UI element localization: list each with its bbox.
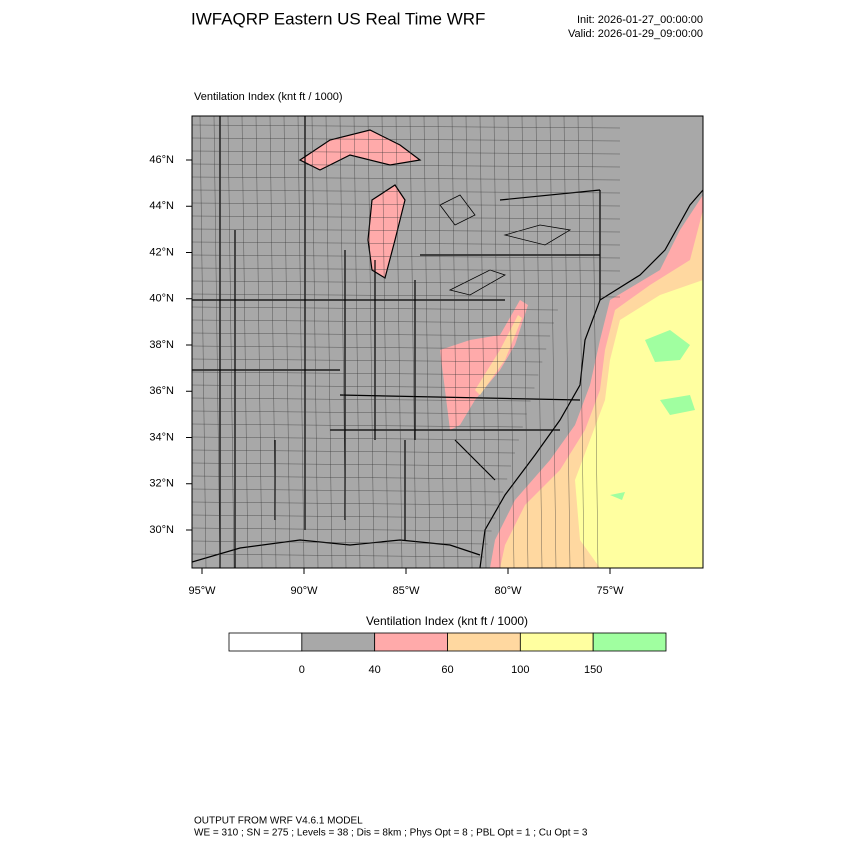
lat-label: 34°N: [149, 431, 174, 443]
colorbar: 0 40 60 100 150: [228, 632, 667, 676]
lat-label: 42°N: [149, 246, 174, 258]
colorbar-title: Ventilation Index (knt ft / 1000): [366, 614, 528, 628]
lat-label: 44°N: [149, 200, 174, 212]
colorbar-box: [228, 632, 303, 652]
map-frame: [191, 115, 704, 569]
lon-label: 90°W: [290, 585, 318, 597]
colorbar-tick-label: 40: [369, 664, 381, 676]
footer-line-2: WE = 310 ; SN = 275 ; Levels = 38 ; Dis …: [194, 828, 588, 839]
lat-labels: 46°N 44°N 42°N 40°N 38°N 36°N 34°N 32°N 30°N: [149, 154, 192, 536]
title: IWFAQRP Eastern US Real Time WRF: [191, 9, 485, 28]
lon-label: 75°W: [596, 585, 624, 597]
map-label: Ventilation Index (knt ft / 1000): [194, 91, 343, 103]
colorbar-box: [301, 632, 376, 652]
county-lines: [192, 116, 621, 568]
ridge-core: [475, 315, 522, 395]
county-grid: [192, 116, 621, 568]
lon-labels: 95°W 90°W 85°W 80°W 75°W: [188, 568, 624, 597]
lat-label: 30°N: [149, 524, 174, 536]
footer-line-1: OUTPUT FROM WRF V4.6.1 MODEL: [194, 816, 363, 827]
lon-label: 85°W: [392, 585, 420, 597]
gulf-coast: [192, 539, 481, 563]
colorbar-tick-label: 0: [299, 664, 305, 676]
colorbar-box: [374, 632, 448, 652]
lat-label: 38°N: [149, 339, 174, 351]
colorbar-tick-label: 100: [511, 664, 529, 676]
colorbar-box: [519, 632, 594, 652]
lat-label: 36°N: [149, 385, 174, 397]
valid-time: Valid: 2026-01-29_09:00:00: [568, 28, 703, 40]
coastline: [479, 189, 703, 568]
colorbar-tick-label: 150: [584, 664, 602, 676]
init-time: Init: 2026-01-27_00:00:00: [577, 14, 703, 26]
colorbar-box: [592, 632, 667, 652]
lon-label: 80°W: [494, 585, 522, 597]
colorbar-tick-label: 60: [441, 664, 453, 676]
high-areas: [610, 330, 695, 500]
lat-label: 46°N: [149, 154, 174, 166]
map: [191, 115, 704, 569]
lat-label: 32°N: [149, 478, 174, 490]
lon-label: 95°W: [188, 585, 216, 597]
lat-label: 40°N: [149, 293, 174, 305]
lake-michigan: [368, 185, 405, 278]
colorbar-box: [447, 632, 521, 652]
